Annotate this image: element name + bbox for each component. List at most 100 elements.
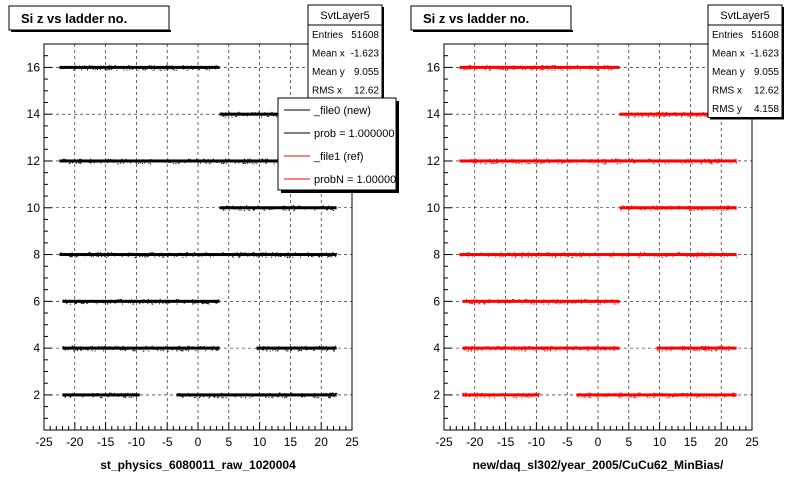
data-point (179, 394, 181, 396)
data-point (507, 346, 509, 348)
data-point (108, 64, 110, 66)
data-point (511, 160, 513, 162)
data-point (586, 299, 588, 301)
data-point (550, 350, 552, 352)
data-point (159, 69, 161, 71)
data-point (69, 395, 71, 397)
stats-label: Entries (312, 30, 343, 41)
data-point (298, 206, 300, 208)
data-point (671, 349, 673, 351)
data-point (616, 66, 618, 68)
data-point (720, 210, 722, 212)
data-point (657, 254, 659, 256)
data-point (724, 396, 726, 398)
data-point (684, 162, 686, 164)
data-point (238, 209, 240, 211)
data-point (223, 115, 225, 117)
data-point (281, 208, 283, 210)
data-point (565, 349, 567, 351)
data-point (531, 254, 533, 256)
data-point (580, 159, 582, 161)
data-point (723, 160, 725, 162)
data-point (237, 256, 239, 258)
data-point (558, 301, 560, 303)
data-point (721, 393, 723, 395)
data-point (135, 393, 137, 395)
data-point (475, 395, 477, 397)
data-point (276, 113, 278, 115)
data-point (174, 299, 176, 301)
data-point (668, 113, 670, 115)
data-point (670, 253, 672, 255)
data-point (178, 162, 180, 164)
data-point (144, 255, 146, 257)
data-point (325, 207, 327, 209)
data-point (493, 252, 495, 254)
data-point (704, 346, 706, 348)
data-point (308, 393, 310, 395)
data-point (102, 348, 104, 350)
data-point (175, 162, 177, 164)
data-point (462, 254, 464, 256)
data-point (130, 393, 132, 395)
data-point (151, 346, 153, 348)
data-point (525, 162, 527, 164)
data-point (642, 393, 644, 395)
data-point (610, 160, 612, 162)
data-point (542, 161, 544, 163)
data-point (90, 162, 92, 164)
data-point (249, 206, 251, 208)
data-point (580, 302, 582, 304)
data-point (288, 254, 290, 256)
data-point (131, 253, 133, 255)
data-point (551, 69, 553, 71)
data-point (567, 303, 569, 305)
data-point (649, 159, 651, 161)
data-point (507, 69, 509, 71)
data-point (131, 68, 133, 70)
data-point (102, 254, 104, 256)
data-point (587, 346, 589, 348)
data-point (284, 255, 286, 257)
data-point (639, 206, 641, 208)
data-point (152, 66, 154, 68)
data-point (584, 396, 586, 398)
data-point (576, 163, 578, 165)
data-point (700, 161, 702, 163)
data-point (233, 254, 235, 256)
data-point (541, 64, 543, 66)
data-point (601, 162, 603, 164)
data-point (106, 346, 108, 348)
data-point (137, 395, 139, 397)
data-point (672, 256, 674, 258)
data-point (597, 69, 599, 71)
data-point (79, 300, 81, 302)
data-point (184, 347, 186, 349)
data-point (477, 254, 479, 256)
data-point (107, 303, 109, 305)
data-point (287, 255, 289, 257)
data-point (162, 254, 164, 256)
data-point (222, 207, 224, 209)
data-point (612, 301, 614, 303)
data-point (560, 256, 562, 258)
data-point (151, 299, 153, 301)
data-point (682, 161, 684, 163)
data-point (184, 67, 186, 69)
data-point (701, 163, 703, 165)
data-point (626, 205, 628, 207)
data-point (318, 256, 320, 258)
data-point (69, 299, 71, 301)
data-point (529, 66, 531, 68)
data-point (96, 252, 98, 254)
data-point (643, 252, 645, 254)
series-ladder-4 (62, 345, 337, 352)
data-point (247, 158, 249, 160)
data-point (515, 256, 517, 258)
data-point (603, 394, 605, 396)
data-point (727, 205, 729, 207)
data-point (92, 256, 94, 258)
data-point (655, 395, 657, 397)
data-point (694, 208, 696, 210)
data-point (278, 207, 280, 209)
